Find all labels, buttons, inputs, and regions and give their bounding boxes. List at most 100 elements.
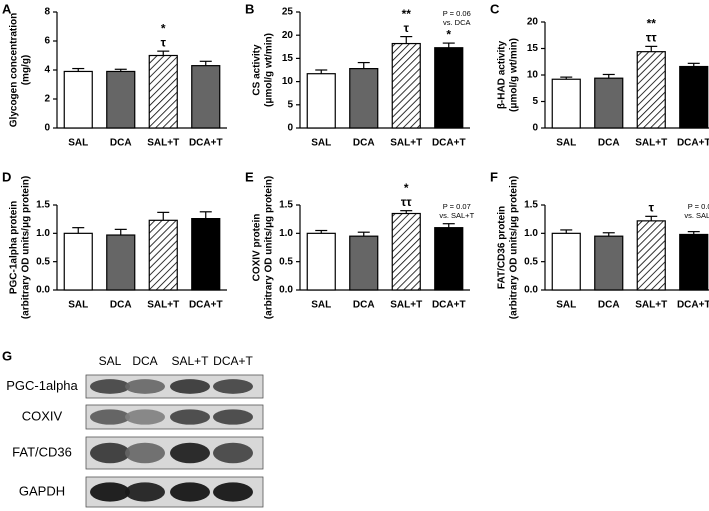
panel-letter: A	[2, 1, 12, 16]
y-tick-label: 6	[44, 36, 50, 47]
significance-mark: *	[446, 27, 451, 41]
y-tick-label: 20	[282, 30, 294, 41]
y-axis-label: (arbitrary OD units/μg protein)	[509, 176, 520, 319]
significance-mark: *	[404, 181, 409, 195]
lane-label: SAL+T	[171, 354, 209, 368]
x-tick-label: SAL+T	[635, 300, 667, 311]
blot-band	[90, 442, 130, 464]
bar	[306, 73, 336, 129]
bar	[391, 212, 421, 291]
blot-band	[213, 482, 253, 502]
y-tick-label: 0.0	[36, 285, 50, 296]
blot-band	[170, 379, 210, 394]
y-tick-label: 1.0	[524, 228, 538, 239]
blot-band	[170, 442, 210, 464]
y-axis-label: Glycogen concentration	[9, 13, 20, 127]
y-tick-label: 1.5	[36, 200, 50, 211]
x-tick-label: SAL+T	[147, 138, 179, 149]
blot-band	[213, 409, 253, 425]
bar	[594, 235, 624, 291]
y-tick-label: 15	[527, 43, 539, 54]
blot-band	[125, 379, 165, 394]
bar	[106, 70, 136, 129]
y-tick-label: 0	[532, 123, 538, 134]
bar	[63, 70, 93, 129]
p-value-note: P = 0.09	[688, 202, 709, 211]
x-tick-label: SAL	[311, 138, 331, 149]
lane-label: SAL	[99, 354, 122, 368]
y-tick-label: 1.0	[279, 228, 293, 239]
significance-mark: τ	[649, 201, 655, 215]
bar	[551, 78, 581, 129]
bar	[391, 42, 421, 129]
bar	[551, 232, 581, 291]
protein-label: FAT/CD36	[12, 444, 72, 459]
panel-letter: B	[245, 1, 254, 16]
panel-letter: F	[490, 169, 498, 184]
blot-band	[170, 482, 210, 502]
y-tick-label: 0.5	[279, 256, 293, 267]
blot-band	[170, 409, 210, 425]
bar	[191, 218, 221, 291]
y-tick-label: 0.0	[279, 285, 293, 296]
blot-band	[90, 482, 130, 502]
panel-letter: E	[245, 169, 254, 184]
y-tick-label: 10	[527, 70, 539, 81]
bar	[106, 234, 136, 291]
lane-label: DCA+T	[213, 354, 253, 368]
y-axis-label: (arbitrary OD units/μg protein)	[264, 176, 275, 319]
y-axis-label: FAT/CD36 protein	[497, 206, 508, 289]
x-tick-label: DCA+T	[189, 138, 223, 149]
y-tick-label: 2	[44, 94, 50, 105]
lane-label: DCA	[132, 354, 157, 368]
x-tick-label: DCA+T	[432, 300, 466, 311]
blot-band	[125, 442, 165, 464]
p-value-note: P = 0.06	[443, 9, 471, 18]
p-value-note: vs. SAL+T	[684, 211, 709, 220]
bar	[63, 232, 93, 291]
x-tick-label: DCA+T	[432, 138, 466, 149]
y-axis-label: β-HAD activity	[497, 40, 508, 109]
panel-letter: C	[490, 1, 500, 16]
y-tick-label: 5	[287, 99, 293, 110]
significance-mark: *	[161, 21, 166, 35]
x-tick-label: DCA	[353, 300, 375, 311]
y-axis-label: (arbitrary OD units/μg protein)	[21, 176, 32, 319]
bar	[679, 65, 709, 129]
x-tick-label: DCA+T	[677, 300, 709, 311]
p-value-note: vs. DCA	[443, 18, 471, 27]
blot-band	[125, 482, 165, 502]
y-tick-label: 0.0	[524, 285, 538, 296]
bar	[636, 220, 666, 291]
x-tick-label: DCA	[110, 138, 132, 149]
p-value-note: vs. SAL+T	[439, 211, 474, 220]
bar	[349, 235, 379, 291]
x-tick-label: DCA	[598, 300, 620, 311]
y-axis-label: (μmol/g wt/min)	[264, 33, 275, 107]
y-tick-label: 5	[532, 96, 538, 107]
significance-mark: ττ	[401, 195, 412, 209]
x-tick-label: DCA+T	[189, 300, 223, 311]
y-tick-label: 0.5	[36, 256, 50, 267]
y-tick-label: 10	[282, 76, 294, 87]
bar	[434, 47, 464, 129]
y-axis-label: COXIV protein	[252, 214, 263, 282]
significance-mark: **	[402, 7, 412, 21]
blot-band	[125, 409, 165, 425]
x-tick-label: DCA	[598, 138, 620, 149]
significance-mark: τ	[161, 35, 167, 49]
bar	[636, 51, 666, 129]
significance-mark: τ	[404, 21, 410, 35]
x-tick-label: DCA+T	[677, 138, 709, 149]
significance-mark: **	[647, 17, 657, 31]
p-value-note: P = 0.07	[443, 202, 471, 211]
y-tick-label: 25	[282, 7, 294, 18]
bar	[306, 232, 336, 291]
x-tick-label: DCA	[110, 300, 132, 311]
bar	[679, 233, 709, 291]
y-tick-label: 0	[287, 123, 293, 134]
y-axis-label: (mg/g)	[21, 55, 32, 86]
y-axis-label: PGC-1alpha protein	[9, 201, 20, 294]
y-tick-label: 1.0	[36, 228, 50, 239]
